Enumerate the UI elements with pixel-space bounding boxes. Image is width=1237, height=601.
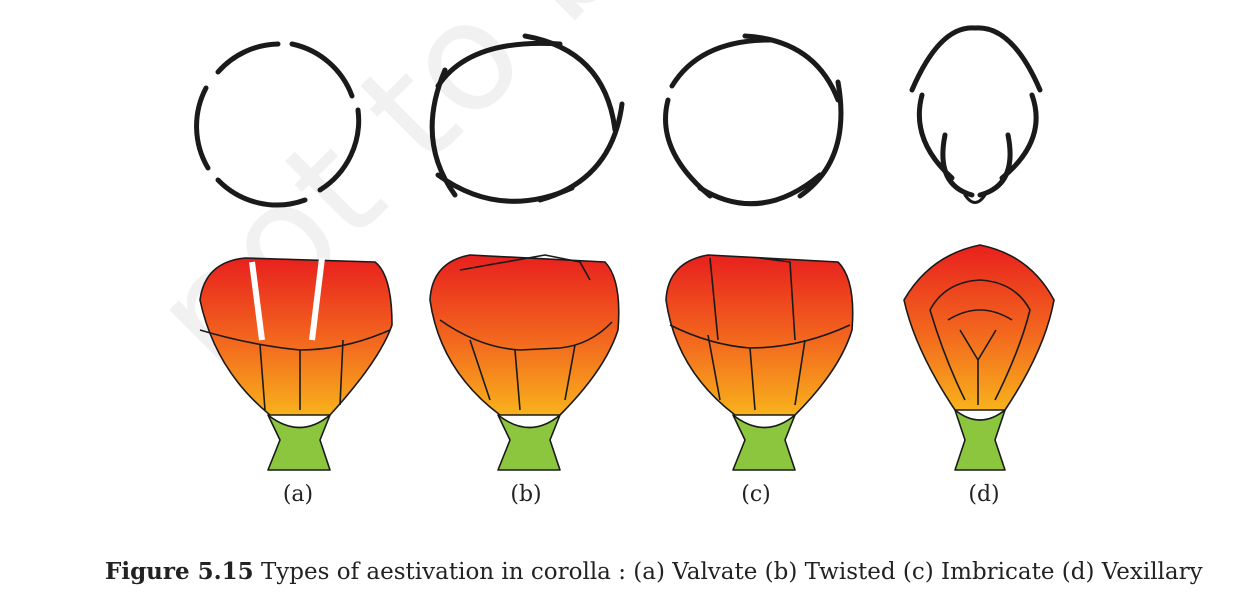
panel-label-d: (d) (968, 482, 1000, 507)
figure-number: Figure 5.15 (105, 558, 254, 585)
imbricate-flower (665, 254, 854, 471)
figure-caption: Figure 5.15 Types of aestivation in coro… (105, 558, 1203, 585)
vexillary-flower (903, 244, 1055, 471)
vexillary-diagram (909, 25, 1043, 204)
valvate-diagram (194, 41, 362, 208)
panel-label-a: (a) (282, 482, 314, 507)
panel-label-c: (c) (741, 482, 771, 507)
panel-label-b: (b) (510, 482, 542, 507)
twisted-diagram (429, 33, 625, 204)
valvate-flower (199, 257, 393, 471)
imbricate-diagram (663, 33, 844, 207)
twisted-flower (429, 254, 620, 471)
caption-text: Types of aestivation in corolla : (a) Va… (253, 559, 1203, 585)
